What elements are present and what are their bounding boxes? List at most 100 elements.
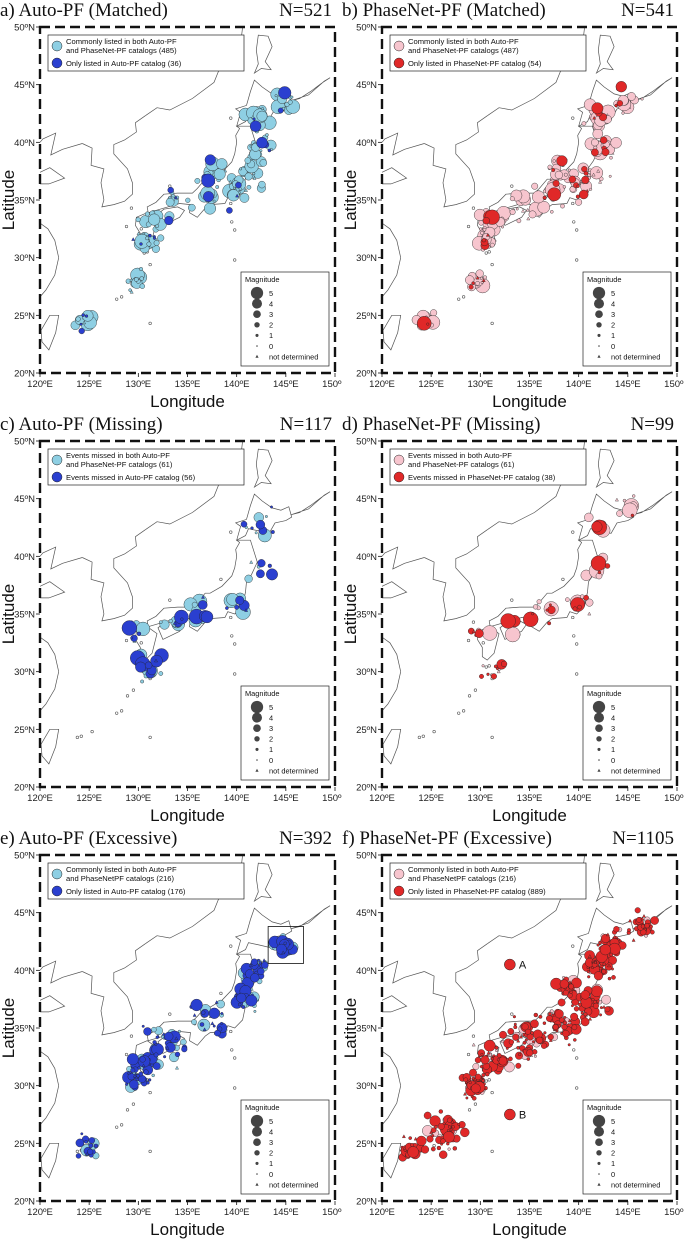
legend-only-label: Only listed in PhaseNet-PF catalog (889) xyxy=(408,887,546,896)
event-common-undetermined xyxy=(471,1042,476,1047)
y-tick-label: 35ºN xyxy=(356,610,377,621)
island xyxy=(229,615,233,620)
magnitude-marker-5 xyxy=(250,700,264,714)
island xyxy=(230,220,234,224)
event-only xyxy=(93,1143,99,1149)
event-only-undetermined xyxy=(413,1136,418,1141)
island xyxy=(148,321,152,326)
event-only xyxy=(283,941,287,945)
event-only xyxy=(276,943,287,955)
event-only xyxy=(443,1131,455,1143)
magnitude-label: 2 xyxy=(269,735,273,744)
event-only xyxy=(212,1024,216,1028)
y-tick-label: 25ºN xyxy=(356,725,377,736)
event-common xyxy=(180,1038,187,1046)
island xyxy=(139,641,143,645)
event-only xyxy=(164,1031,174,1041)
magnitude-marker-5 xyxy=(592,286,606,300)
legend-only-label: Events missed in PhaseNet-PF catalog (38… xyxy=(408,473,556,482)
magnitude-marker-undetermined xyxy=(255,768,259,772)
y-tick-label: 45ºN xyxy=(14,80,35,91)
event-common xyxy=(552,159,556,163)
magnitude-marker-undetermined xyxy=(255,1182,259,1186)
coast-china2 xyxy=(39,167,66,185)
magnitude-marker-3 xyxy=(253,1138,261,1147)
event-only xyxy=(474,1073,482,1081)
event-only xyxy=(587,975,591,979)
magnitude-marker-0 xyxy=(598,345,600,347)
event-only xyxy=(136,631,142,636)
event-only xyxy=(201,173,216,188)
event-common xyxy=(627,92,636,101)
panel-title: d) PhaseNet-PF (Missing) xyxy=(342,414,541,435)
y-tick-label: 25ºN xyxy=(14,1139,35,1150)
x-tick-label: 125ºE xyxy=(418,793,444,804)
event-only xyxy=(548,603,552,607)
event-common xyxy=(592,128,604,140)
event-only xyxy=(522,1040,527,1045)
magnitude-label: 3 xyxy=(611,310,615,319)
legend-common-marker xyxy=(51,454,63,466)
event-only xyxy=(576,184,580,188)
event-common xyxy=(447,1147,451,1151)
event-only xyxy=(235,595,245,605)
event-count: N=521 xyxy=(279,0,332,21)
island xyxy=(90,730,94,734)
event-common xyxy=(139,276,144,281)
y-tick-label: 50ºN xyxy=(14,851,35,862)
event-common xyxy=(239,193,250,203)
event-only xyxy=(627,928,631,933)
inset-box xyxy=(267,926,304,964)
x-tick-label: 145ºE xyxy=(615,793,641,804)
event-only xyxy=(591,148,599,157)
coast-china4 xyxy=(39,671,60,712)
event-only xyxy=(523,611,539,627)
event-common xyxy=(589,187,593,191)
magnitude-marker-3 xyxy=(253,724,261,733)
event-only xyxy=(513,1025,518,1030)
event-only xyxy=(513,1022,517,1026)
x-tick-label: 145ºE xyxy=(273,1207,299,1218)
coast-china4 xyxy=(381,1085,402,1126)
island xyxy=(219,577,223,581)
island xyxy=(75,1149,79,1154)
event-only xyxy=(130,636,134,640)
event-common xyxy=(159,620,163,624)
coast-korea xyxy=(424,115,488,208)
event-common xyxy=(153,240,160,246)
event-only xyxy=(524,1038,528,1042)
event-only xyxy=(236,992,247,1003)
magnitude-marker-1 xyxy=(255,747,259,751)
island xyxy=(487,250,491,254)
island xyxy=(115,711,119,715)
event-only xyxy=(480,1055,490,1065)
event-only xyxy=(181,1046,188,1053)
event-only xyxy=(501,660,508,667)
coast-sakhalin xyxy=(595,34,615,75)
event-only xyxy=(208,1007,220,1019)
event-only xyxy=(257,967,265,976)
island xyxy=(115,1125,119,1129)
event-common xyxy=(216,999,225,1009)
y-tick-label: 40ºN xyxy=(356,138,377,149)
event-only xyxy=(84,1140,88,1144)
coast-china2 xyxy=(39,581,66,599)
event-common xyxy=(244,172,253,181)
event-only xyxy=(533,1012,538,1018)
magnitude-marker-4 xyxy=(594,712,604,723)
island xyxy=(75,735,79,740)
event-only xyxy=(598,967,603,971)
event-common xyxy=(134,277,139,282)
event-only xyxy=(75,1138,85,1148)
event-common xyxy=(168,619,173,624)
event-common xyxy=(246,184,252,190)
annotated-event xyxy=(504,958,516,971)
